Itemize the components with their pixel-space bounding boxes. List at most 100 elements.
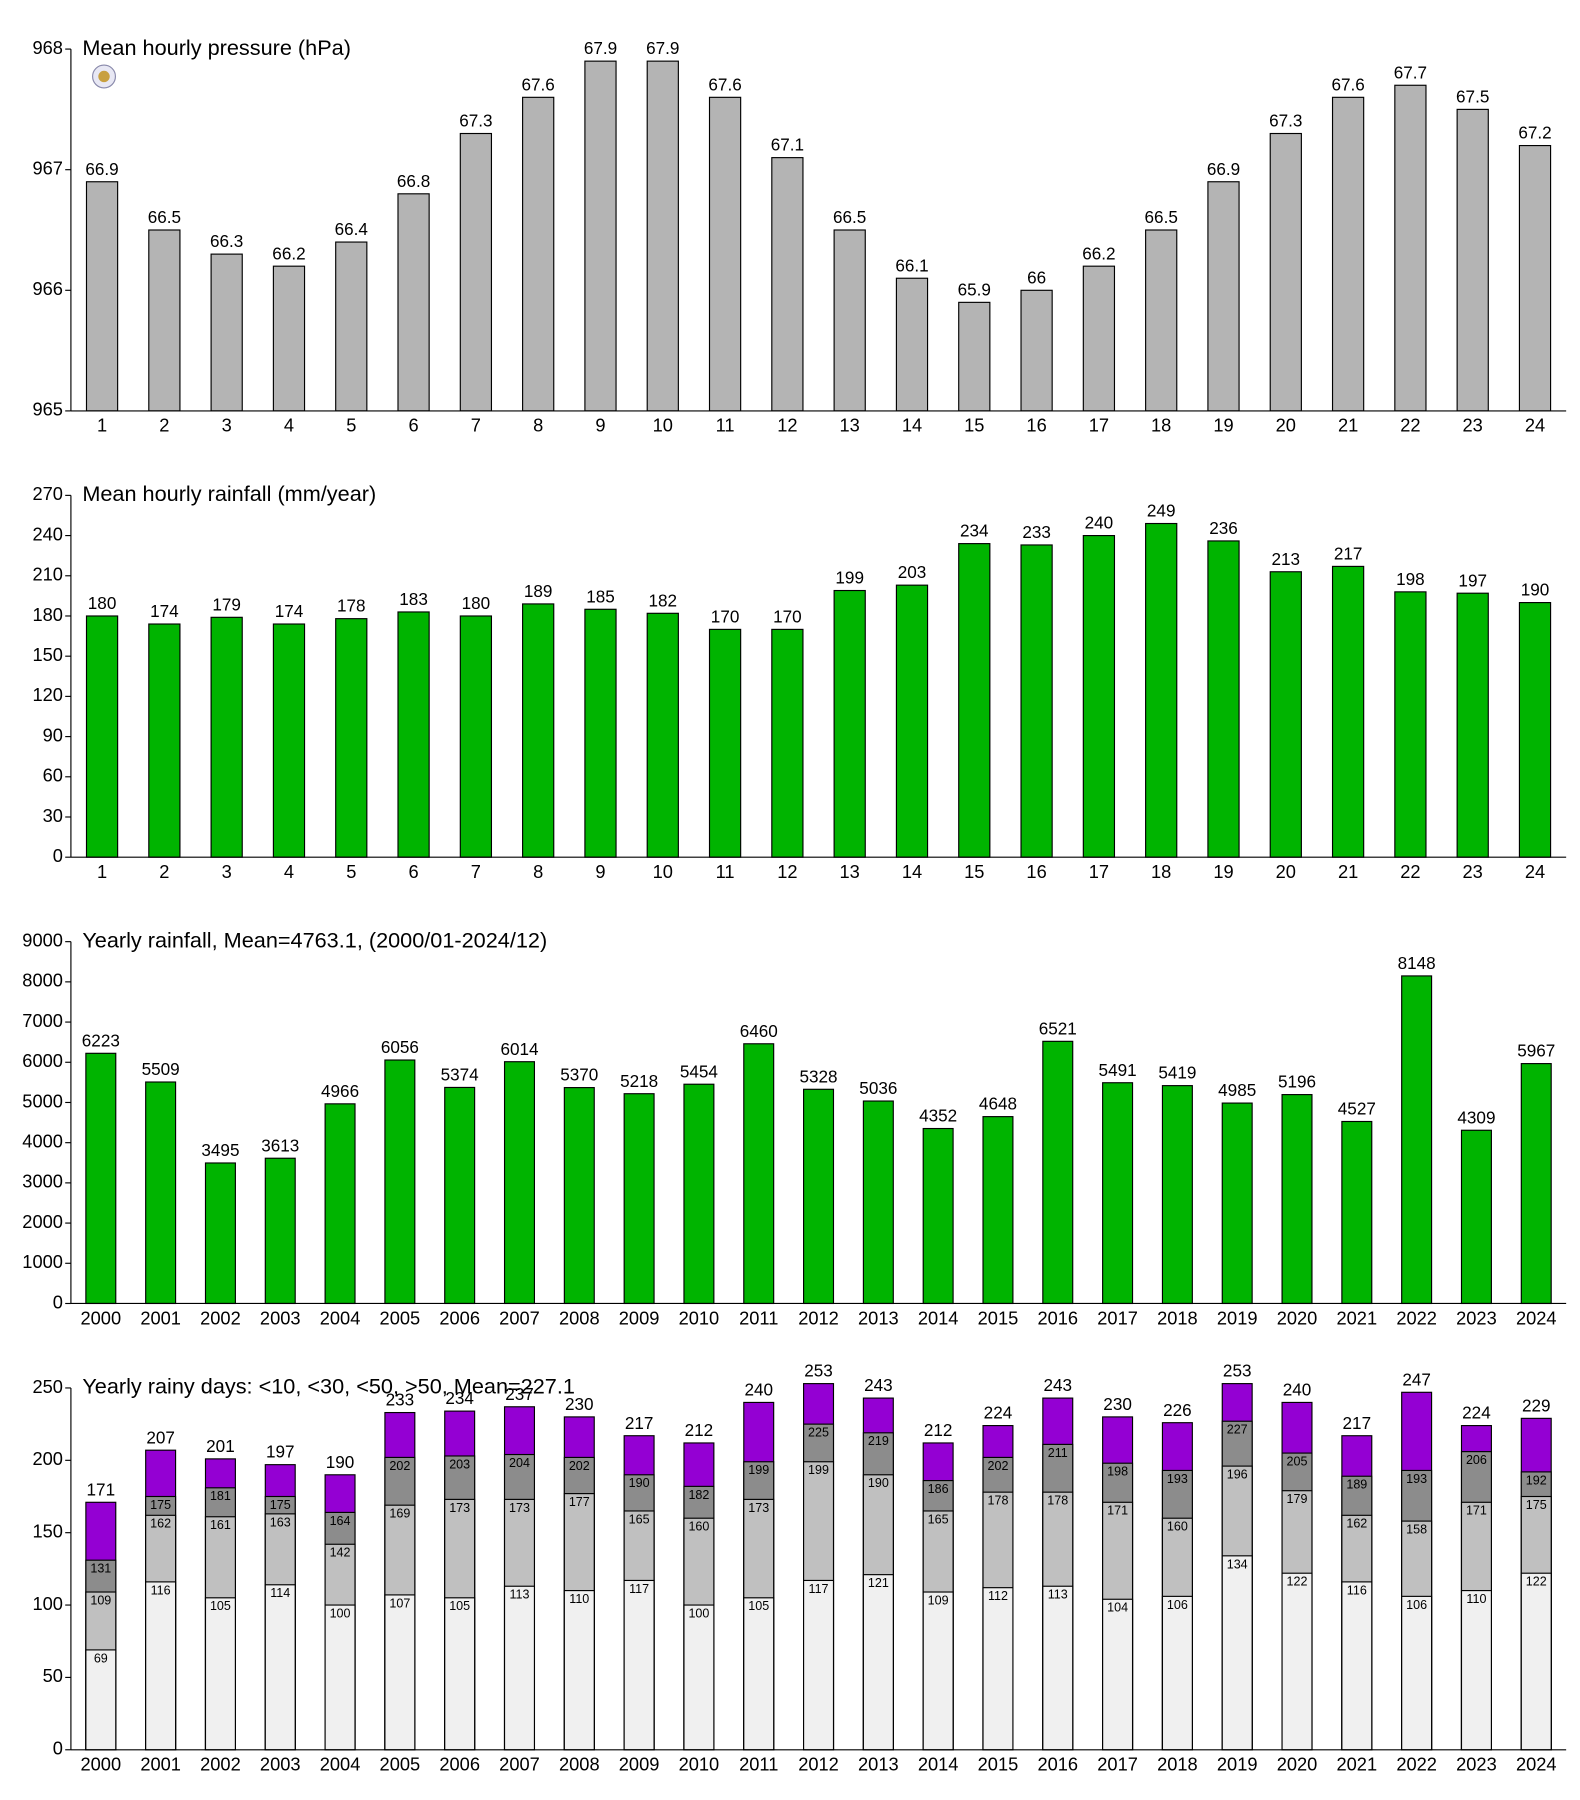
segment-label: 173 — [748, 1501, 769, 1515]
bar — [145, 1081, 177, 1305]
bar-segment — [922, 1591, 954, 1751]
segment-label: 186 — [928, 1482, 949, 1496]
bar-segment — [204, 1597, 236, 1751]
bar — [1394, 84, 1427, 412]
bar — [264, 1157, 296, 1305]
bar-segment — [1042, 1585, 1074, 1751]
bar — [85, 615, 119, 858]
bar — [1269, 132, 1302, 412]
bar — [522, 603, 555, 858]
segment-label: 160 — [1167, 1520, 1188, 1534]
segment-label: 131 — [90, 1562, 111, 1576]
bar — [1331, 565, 1365, 858]
bar — [1331, 96, 1365, 412]
value-label: 5967 — [1517, 1042, 1555, 1061]
bar — [646, 60, 679, 412]
segment-label: 173 — [449, 1501, 470, 1515]
x-tick-label: 2012 — [798, 1754, 839, 1775]
value-label: 247 — [1402, 1370, 1431, 1389]
bar — [1456, 592, 1489, 858]
bar — [148, 229, 181, 412]
y-tick-label: 7000 — [22, 1010, 63, 1031]
x-tick-label: 2010 — [679, 1307, 720, 1328]
value-label: 5419 — [1158, 1064, 1196, 1083]
value-label: 234 — [445, 1389, 474, 1408]
segment-label: 175 — [150, 1498, 171, 1512]
segment-label: 203 — [449, 1457, 470, 1471]
bar-segment — [145, 1581, 177, 1751]
x-tick-label: 2022 — [1396, 1307, 1437, 1328]
value-label: 5491 — [1099, 1061, 1137, 1080]
bar — [1082, 265, 1116, 412]
x-tick-label: 2018 — [1157, 1307, 1198, 1328]
x-tick-label: 17 — [1089, 415, 1109, 436]
value-label: 66.2 — [272, 244, 305, 263]
value-label: 66.3 — [210, 232, 243, 251]
bar — [1145, 229, 1178, 412]
x-tick-label: 2007 — [499, 1754, 540, 1775]
x-tick-label: 15 — [964, 415, 984, 436]
bar — [833, 229, 866, 412]
value-label: 253 — [804, 1362, 833, 1381]
bar — [85, 1052, 117, 1305]
x-tick-label: 2007 — [499, 1307, 540, 1328]
bar — [771, 628, 804, 858]
bar-segment — [1460, 1590, 1492, 1751]
value-label: 230 — [565, 1395, 594, 1414]
value-label: 5370 — [560, 1066, 598, 1085]
value-label: 174 — [150, 602, 179, 621]
bar — [1161, 1085, 1193, 1305]
value-label: 5374 — [441, 1066, 480, 1085]
value-label: 67.9 — [584, 39, 617, 58]
value-label: 66 — [1027, 268, 1046, 287]
x-tick-label: 10 — [653, 415, 673, 436]
segment-label: 113 — [1048, 1588, 1068, 1602]
value-label: 6521 — [1039, 1019, 1077, 1038]
segment-label: 173 — [509, 1501, 530, 1515]
x-tick-label: 2010 — [679, 1754, 720, 1775]
segment-label: 110 — [569, 1592, 589, 1606]
segment-label: 193 — [1167, 1472, 1188, 1486]
value-label: 5218 — [620, 1072, 658, 1091]
x-tick-label: 12 — [777, 415, 797, 436]
bar — [272, 623, 306, 858]
x-tick-label: 10 — [653, 861, 673, 882]
value-label: 6056 — [381, 1038, 419, 1057]
segment-label: 104 — [1107, 1601, 1128, 1615]
x-tick-label: 13 — [840, 415, 860, 436]
value-label: 240 — [1085, 514, 1114, 533]
x-tick-label: 2005 — [380, 1754, 421, 1775]
bar — [1145, 522, 1178, 858]
x-tick-label: 2 — [159, 415, 169, 436]
bar-segment — [1520, 1572, 1552, 1751]
x-tick-label: 22 — [1400, 415, 1420, 436]
segment-label: 160 — [688, 1520, 709, 1534]
bar — [895, 584, 929, 858]
value-label: 217 — [1343, 1414, 1372, 1433]
value-label: 67.1 — [771, 136, 804, 155]
y-tick-label: 8000 — [22, 970, 63, 991]
value-label: 65.9 — [958, 280, 991, 299]
value-label: 178 — [337, 597, 366, 616]
segment-label: 105 — [449, 1599, 470, 1613]
value-label: 8148 — [1398, 954, 1436, 973]
bar-segment — [444, 1597, 476, 1751]
x-tick-label: 16 — [1026, 415, 1046, 436]
x-tick-label: 2011 — [739, 1307, 778, 1328]
y-tick-label: 30 — [43, 805, 63, 826]
bar-segment — [982, 1587, 1014, 1751]
y-tick-label: 1000 — [22, 1251, 63, 1272]
y-tick-label: 6000 — [22, 1050, 63, 1071]
segment-label: 162 — [150, 1517, 171, 1531]
bar — [503, 1061, 536, 1305]
x-tick-label: 5 — [346, 415, 356, 436]
value-label: 4985 — [1218, 1081, 1256, 1100]
segment-label: 206 — [1466, 1453, 1487, 1467]
bar — [708, 628, 742, 858]
value-label: 183 — [399, 590, 428, 609]
bar-segment — [324, 1604, 356, 1751]
bar-segment — [623, 1579, 655, 1751]
bar — [1020, 289, 1053, 412]
x-tick-label: 2002 — [200, 1754, 241, 1775]
segment-label: 204 — [509, 1456, 530, 1470]
